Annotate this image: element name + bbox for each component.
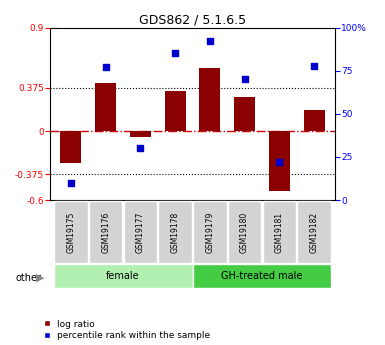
Text: GSM19182: GSM19182 [310, 211, 319, 253]
Text: GSM19176: GSM19176 [101, 211, 110, 253]
Point [241, 77, 248, 82]
Point [68, 180, 74, 186]
Bar [192, 264, 331, 288]
Point [276, 159, 283, 165]
Bar [60, 131, 81, 163]
Bar [95, 83, 116, 131]
Bar [304, 110, 325, 131]
Text: GSM19178: GSM19178 [171, 211, 180, 253]
Bar [298, 201, 331, 263]
Text: GH-treated male: GH-treated male [221, 271, 303, 281]
Bar [193, 201, 226, 263]
Title: GDS862 / 5.1.6.5: GDS862 / 5.1.6.5 [139, 13, 246, 27]
Bar [159, 201, 192, 263]
Bar [234, 97, 255, 131]
Bar [124, 201, 157, 263]
Text: GSM19180: GSM19180 [240, 211, 249, 253]
Bar [269, 131, 290, 191]
Text: GSM19175: GSM19175 [66, 211, 75, 253]
Bar [165, 91, 186, 131]
Text: GSM19177: GSM19177 [136, 211, 145, 253]
Point [207, 39, 213, 44]
Text: ▶: ▶ [36, 273, 45, 283]
Point [311, 63, 317, 68]
Text: other: other [15, 273, 42, 283]
Text: GSM19181: GSM19181 [275, 211, 284, 253]
Bar [54, 201, 87, 263]
Point [172, 51, 178, 56]
Bar [130, 131, 151, 137]
Bar [263, 201, 296, 263]
Bar [54, 264, 192, 288]
Bar [89, 201, 122, 263]
Bar [199, 68, 220, 131]
Legend: log ratio, percentile rank within the sample: log ratio, percentile rank within the sa… [43, 320, 211, 341]
Point [137, 146, 144, 151]
Point [102, 65, 109, 70]
Text: GSM19179: GSM19179 [205, 211, 214, 253]
Text: female: female [106, 271, 140, 281]
Bar [228, 201, 261, 263]
